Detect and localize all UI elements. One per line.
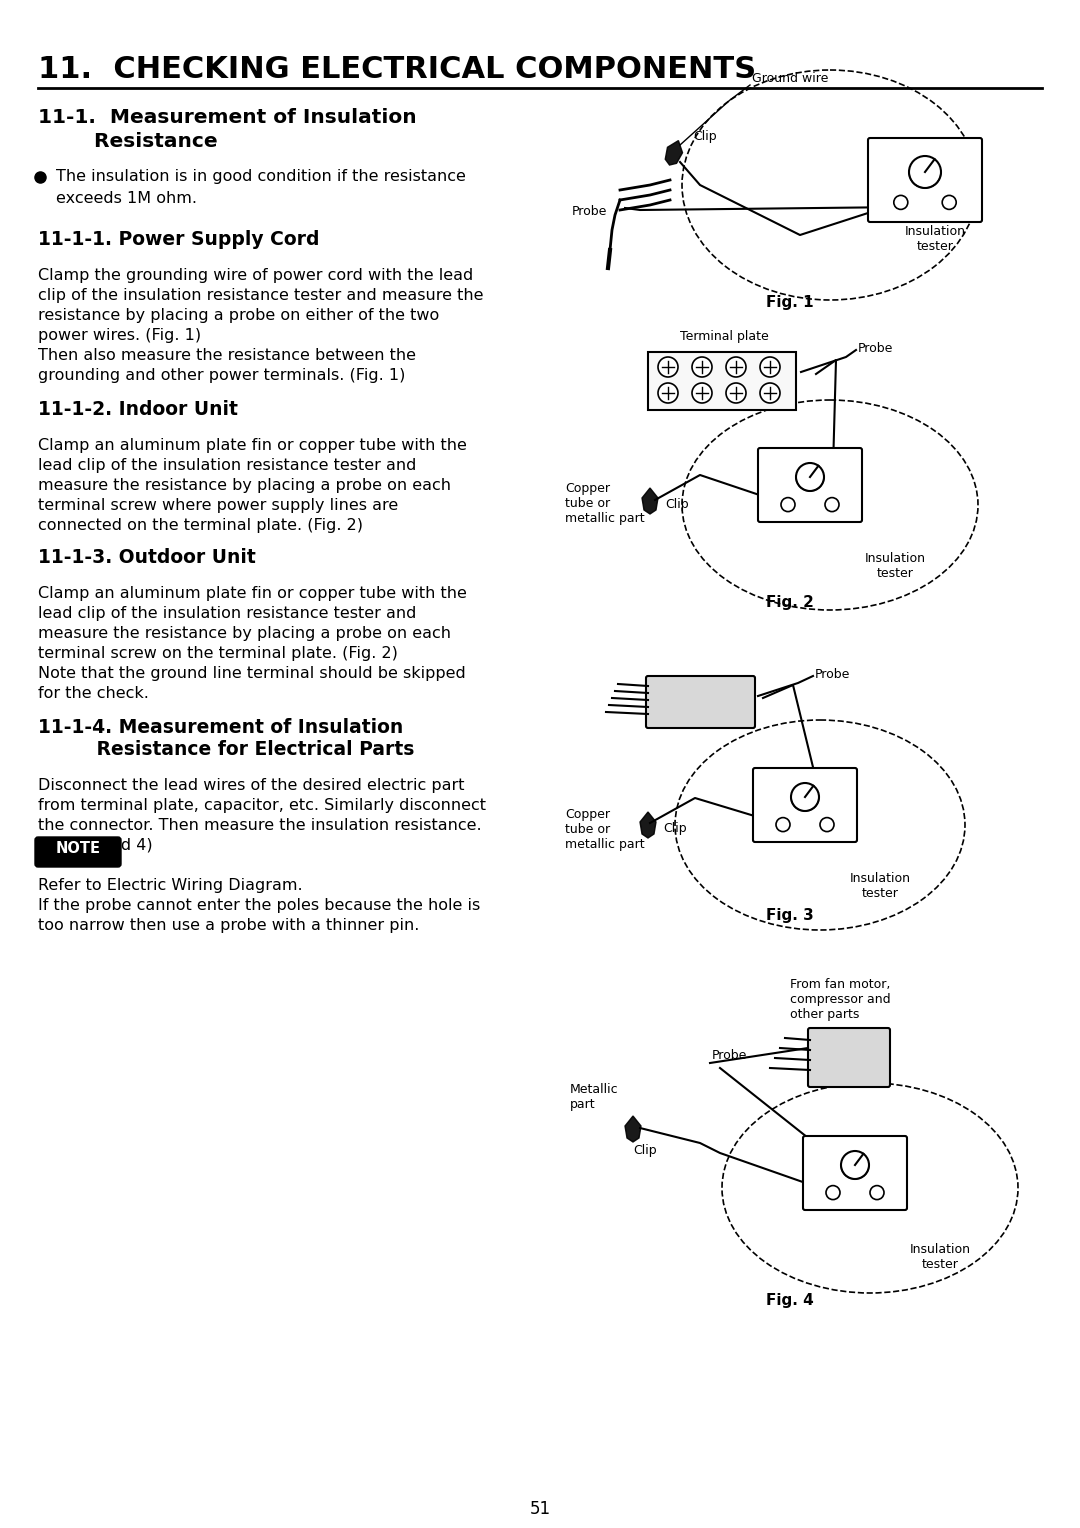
Text: terminal screw on the terminal plate. (Fig. 2): terminal screw on the terminal plate. (F… [38, 646, 397, 662]
Text: Probe: Probe [858, 342, 893, 354]
Text: 51: 51 [529, 1500, 551, 1517]
Text: Fig. 2: Fig. 2 [766, 594, 814, 610]
FancyBboxPatch shape [648, 351, 796, 410]
Text: Fig. 4: Fig. 4 [766, 1293, 814, 1308]
Text: clip of the insulation resistance tester and measure the: clip of the insulation resistance tester… [38, 287, 484, 303]
Text: the connector. Then measure the insulation resistance.: the connector. Then measure the insulati… [38, 817, 482, 833]
Circle shape [796, 463, 824, 490]
Text: connected on the terminal plate. (Fig. 2): connected on the terminal plate. (Fig. 2… [38, 518, 363, 533]
Text: from terminal plate, capacitor, etc. Similarly disconnect: from terminal plate, capacitor, etc. Sim… [38, 798, 486, 813]
Circle shape [942, 196, 956, 209]
Text: Probe: Probe [815, 668, 850, 681]
Text: exceeds 1M ohm.: exceeds 1M ohm. [56, 191, 197, 206]
Text: Clamp the grounding wire of power cord with the lead: Clamp the grounding wire of power cord w… [38, 267, 473, 283]
Text: 11-1-2. Indoor Unit: 11-1-2. Indoor Unit [38, 400, 238, 419]
Text: Probe: Probe [572, 205, 607, 219]
Text: Clip: Clip [663, 822, 687, 834]
FancyBboxPatch shape [758, 448, 862, 523]
Text: terminal screw where power supply lines are: terminal screw where power supply lines … [38, 498, 399, 513]
Circle shape [909, 156, 941, 188]
Text: Metallic
part: Metallic part [570, 1083, 619, 1111]
Polygon shape [642, 487, 658, 513]
Text: 11-1.  Measurement of Insulation: 11-1. Measurement of Insulation [38, 108, 417, 127]
Text: Copper
tube or
metallic part: Copper tube or metallic part [565, 808, 645, 851]
Text: power wires. (Fig. 1): power wires. (Fig. 1) [38, 329, 201, 342]
Text: 11.  CHECKING ELECTRICAL COMPONENTS: 11. CHECKING ELECTRICAL COMPONENTS [38, 55, 756, 84]
Text: Note that the ground line terminal should be skipped: Note that the ground line terminal shoul… [38, 666, 465, 681]
Text: If the probe cannot enter the poles because the hole is: If the probe cannot enter the poles beca… [38, 898, 481, 914]
Text: Refer to Electric Wiring Diagram.: Refer to Electric Wiring Diagram. [38, 879, 302, 892]
Circle shape [820, 817, 834, 831]
FancyBboxPatch shape [868, 138, 982, 222]
Circle shape [658, 358, 678, 377]
Text: Then also measure the resistance between the: Then also measure the resistance between… [38, 348, 416, 364]
Text: Disconnect the lead wires of the desired electric part: Disconnect the lead wires of the desired… [38, 778, 464, 793]
Polygon shape [640, 811, 656, 837]
Text: Insulation
tester: Insulation tester [909, 1242, 971, 1271]
FancyBboxPatch shape [804, 1135, 907, 1210]
Text: Fig. 1: Fig. 1 [766, 295, 814, 310]
Text: Resistance: Resistance [38, 131, 218, 151]
Text: 11-1-1. Power Supply Cord: 11-1-1. Power Supply Cord [38, 231, 320, 249]
Text: From fan motor,
compressor and
other parts: From fan motor, compressor and other par… [789, 978, 891, 1021]
Circle shape [760, 384, 780, 403]
Text: The insulation is in good condition if the resistance: The insulation is in good condition if t… [56, 170, 465, 183]
Text: Fig. 3: Fig. 3 [766, 908, 814, 923]
Text: for the check.: for the check. [38, 686, 149, 701]
Circle shape [791, 782, 819, 811]
Text: measure the resistance by placing a probe on each: measure the resistance by placing a prob… [38, 626, 451, 642]
FancyBboxPatch shape [646, 675, 755, 727]
Text: Clamp an aluminum plate fin or copper tube with the: Clamp an aluminum plate fin or copper tu… [38, 439, 467, 452]
Circle shape [692, 358, 712, 377]
Text: Insulation
tester: Insulation tester [850, 872, 910, 900]
Text: Ground wire: Ground wire [752, 72, 828, 86]
Text: 11-1-4. Measurement of Insulation: 11-1-4. Measurement of Insulation [38, 718, 403, 736]
Text: Clip: Clip [693, 130, 717, 144]
Circle shape [692, 384, 712, 403]
Circle shape [870, 1186, 885, 1199]
Circle shape [826, 1186, 840, 1199]
Text: Probe: Probe [712, 1050, 747, 1062]
Text: too narrow then use a probe with a thinner pin.: too narrow then use a probe with a thinn… [38, 918, 419, 934]
Text: Copper
tube or
metallic part: Copper tube or metallic part [565, 481, 645, 526]
Text: Clamp an aluminum plate fin or copper tube with the: Clamp an aluminum plate fin or copper tu… [38, 587, 467, 601]
Text: (Figs. 3 and 4): (Figs. 3 and 4) [38, 837, 152, 853]
Text: lead clip of the insulation resistance tester and: lead clip of the insulation resistance t… [38, 458, 417, 474]
Text: resistance by placing a probe on either of the two: resistance by placing a probe on either … [38, 309, 440, 322]
FancyBboxPatch shape [808, 1028, 890, 1086]
Circle shape [781, 498, 795, 512]
Text: Clip: Clip [665, 498, 689, 510]
Circle shape [658, 384, 678, 403]
Circle shape [825, 498, 839, 512]
Text: Insulation
tester: Insulation tester [864, 552, 926, 581]
FancyBboxPatch shape [35, 837, 121, 866]
Text: grounding and other power terminals. (Fig. 1): grounding and other power terminals. (Fi… [38, 368, 405, 384]
Text: Resistance for Electrical Parts: Resistance for Electrical Parts [38, 740, 415, 759]
Text: Insulation
tester: Insulation tester [905, 225, 966, 254]
Polygon shape [665, 141, 683, 165]
Text: NOTE: NOTE [55, 840, 100, 856]
Circle shape [726, 384, 746, 403]
Circle shape [841, 1151, 869, 1180]
Circle shape [726, 358, 746, 377]
FancyBboxPatch shape [753, 769, 858, 842]
Polygon shape [625, 1115, 642, 1141]
Text: Clip: Clip [633, 1144, 657, 1157]
Text: measure the resistance by placing a probe on each: measure the resistance by placing a prob… [38, 478, 451, 494]
Circle shape [777, 817, 789, 831]
Text: 11-1-3. Outdoor Unit: 11-1-3. Outdoor Unit [38, 549, 256, 567]
Text: Terminal plate: Terminal plate [680, 330, 769, 342]
Text: lead clip of the insulation resistance tester and: lead clip of the insulation resistance t… [38, 607, 417, 620]
Circle shape [894, 196, 908, 209]
Circle shape [760, 358, 780, 377]
